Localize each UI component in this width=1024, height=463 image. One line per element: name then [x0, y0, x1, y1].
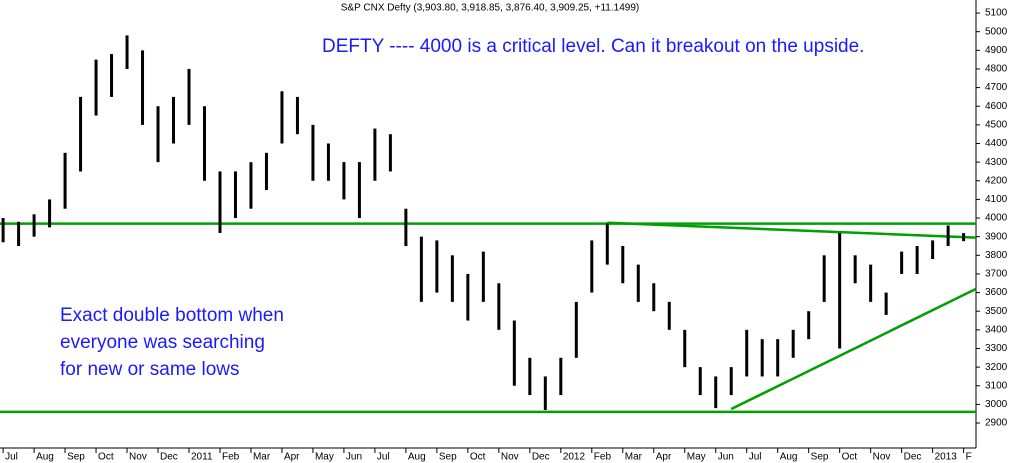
y-tick-label: 5000	[985, 26, 1008, 37]
x-tick-label: Oct	[842, 452, 858, 463]
x-tick-label: 2013	[935, 452, 958, 463]
y-tick-label: 3100	[985, 380, 1008, 391]
x-tick-label: Oct	[470, 452, 486, 463]
x-tick-label: Aug	[408, 452, 426, 463]
x-tick-label: Nov	[873, 452, 891, 463]
x-tick-label: Feb	[594, 452, 612, 463]
y-tick-label: 4600	[985, 101, 1008, 112]
annotation: DEFTY ---- 4000 is a critical level. Can…	[322, 36, 864, 57]
chart-title: S&P CNX Defty (3,903.80, 3,918.85, 3,876…	[341, 3, 639, 14]
x-tick-label: Apr	[284, 452, 300, 463]
x-tick-label: F	[966, 452, 972, 463]
y-tick-label: 5100	[985, 8, 1008, 19]
y-tick-label: 4300	[985, 157, 1008, 168]
y-tick-label: 3000	[985, 399, 1008, 410]
x-tick-label: Feb	[222, 452, 240, 463]
x-tick-label: Nov	[501, 452, 519, 463]
x-tick-label: May	[315, 452, 334, 463]
x-tick-label: Jul	[377, 452, 390, 463]
y-tick-label: 2900	[985, 418, 1008, 429]
y-tick-label: 3500	[985, 306, 1008, 317]
y-tick-label: 4100	[985, 194, 1008, 205]
x-tick-label: Sep	[67, 452, 85, 463]
x-tick-label: Aug	[780, 452, 798, 463]
x-tick-label: Nov	[129, 452, 147, 463]
x-tick-label: Jun	[346, 452, 362, 463]
x-tick-label: Mar	[625, 452, 643, 463]
x-tick-label: Jun	[718, 452, 734, 463]
x-tick-label: Dec	[160, 452, 178, 463]
x-tick-label: Sep	[811, 452, 829, 463]
y-tick-label: 4500	[985, 119, 1008, 130]
y-tick-label: 3300	[985, 343, 1008, 354]
y-tick-label: 3900	[985, 231, 1008, 242]
y-tick-label: 3800	[985, 250, 1008, 261]
x-tick-label: Mar	[253, 452, 271, 463]
y-tick-label: 4400	[985, 138, 1008, 149]
x-tick-label: Oct	[98, 452, 114, 463]
y-tick-label: 4700	[985, 82, 1008, 93]
y-tick-label: 3700	[985, 269, 1008, 280]
y-tick-label: 4800	[985, 64, 1008, 75]
y-tick-label: 4200	[985, 175, 1008, 186]
y-tick-label: 3600	[985, 287, 1008, 298]
x-tick-label: Apr	[656, 452, 672, 463]
annotation: for new or same lows	[60, 359, 240, 380]
y-tick-label: 3200	[985, 362, 1008, 373]
x-tick-label: Aug	[36, 452, 54, 463]
x-tick-label: Dec	[532, 452, 550, 463]
trend-line	[607, 221, 977, 239]
y-tick-label: 4900	[985, 45, 1008, 56]
y-tick-label: 3400	[985, 324, 1008, 335]
x-tick-label: Jul	[5, 452, 18, 463]
trend-line	[730, 287, 977, 411]
y-tick-label: 4000	[985, 213, 1008, 224]
x-tick-label: May	[687, 452, 706, 463]
x-tick-label: Sep	[439, 452, 457, 463]
annotation: everyone was searching	[60, 332, 265, 353]
x-tick-label: 2012	[563, 452, 586, 463]
x-tick-label: Dec	[904, 452, 922, 463]
x-tick-label: 2011	[191, 452, 213, 463]
annotation: Exact double bottom when	[60, 305, 284, 326]
x-tick-label: Jul	[749, 452, 762, 463]
